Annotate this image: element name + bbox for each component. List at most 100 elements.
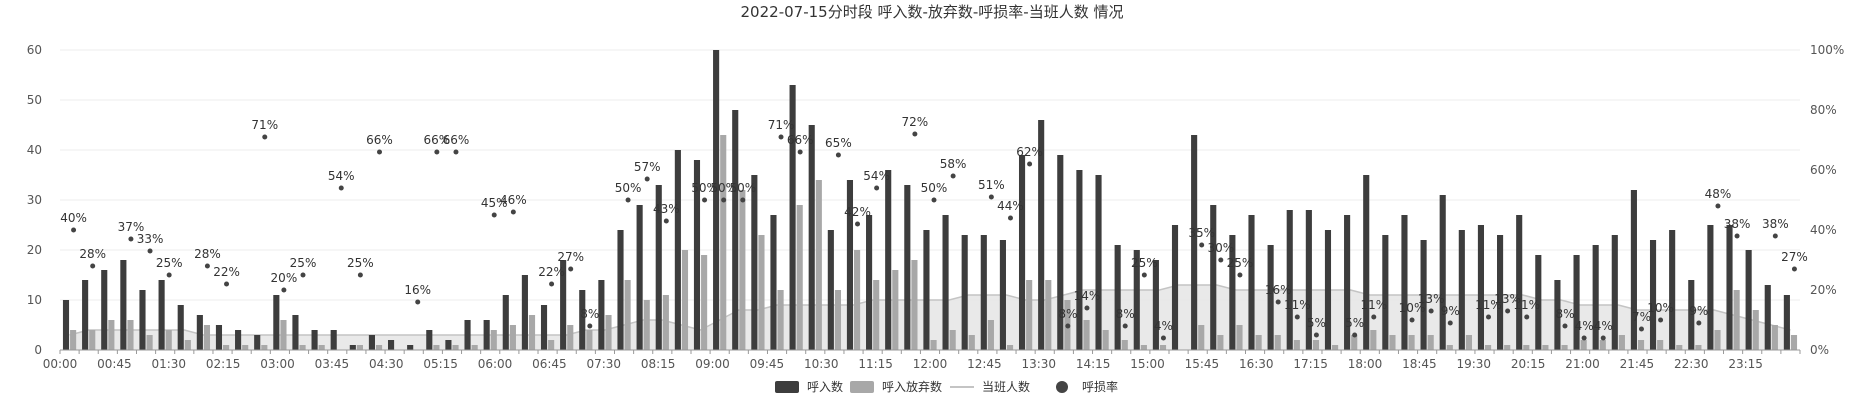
loss-rate-label: 65% <box>825 136 852 150</box>
x-tick-label: 00:00 <box>43 357 78 371</box>
loss-rate-point <box>1007 215 1013 221</box>
abandon-bar <box>758 235 765 350</box>
incoming-bar <box>904 185 911 350</box>
loss-rate-point <box>491 212 497 218</box>
loss-rate-point <box>262 134 268 140</box>
incoming-bar <box>866 215 873 350</box>
abandon-bar <box>1083 320 1090 350</box>
incoming-bar <box>942 215 949 350</box>
abandon-bar <box>203 325 211 350</box>
incoming-bar <box>1592 245 1599 350</box>
loss-rate-label: 10% <box>1647 301 1674 315</box>
on-duty-area <box>69 284 1791 350</box>
abandon-bar <box>739 190 746 350</box>
abandon-bar <box>1255 335 1262 350</box>
abandon-bar <box>1695 345 1702 350</box>
incoming-bar <box>1764 285 1771 350</box>
on-duty-area-fill <box>69 285 1791 350</box>
abandon-bar <box>1274 335 1281 350</box>
abandon-bar <box>375 345 383 350</box>
abandon-bar <box>70 330 77 350</box>
loss-rate-point <box>778 134 784 140</box>
loss-rate-point <box>1562 323 1568 329</box>
loss-rate-point <box>1734 233 1740 239</box>
incoming-bar <box>1152 260 1159 350</box>
abandon-bar <box>854 250 861 350</box>
incoming-bar <box>311 330 318 350</box>
loss-rate-label: 45% <box>481 196 508 210</box>
y2-tick-label: 0% <box>1810 343 1829 357</box>
abandon-bar <box>528 315 536 350</box>
abandon-bar <box>433 345 440 350</box>
loss-rate-label: 51% <box>978 178 1005 192</box>
loss-rate-label: 11% <box>1475 298 1502 312</box>
incoming-bar <box>560 260 567 350</box>
abandon-bar <box>1485 345 1492 350</box>
incoming-bar <box>120 260 127 350</box>
loss-rate-point <box>702 197 708 203</box>
legend-label: 当班人数 <box>982 379 1030 394</box>
loss-rate-point <box>376 149 382 155</box>
incoming-bar <box>101 270 108 350</box>
abandon-bar <box>1771 325 1778 350</box>
x-tick-label: 04:30 <box>369 357 404 371</box>
x-tick-label: 17:15 <box>1293 357 1328 371</box>
chart-title: 2022-07-15分时段 呼入数-放弃数-呼损率-当班人数 情况 <box>741 3 1124 21</box>
loss-rate-label: 25% <box>290 256 317 270</box>
loss-rate-label: 14% <box>1074 289 1101 303</box>
loss-rate-point <box>224 281 230 287</box>
abandon-bar <box>299 345 306 350</box>
abandon-bar <box>471 345 478 350</box>
loss-rate-label: 42% <box>844 205 871 219</box>
loss-rate-point <box>1524 314 1530 320</box>
loss-rate-label: 27% <box>1781 250 1808 264</box>
x-tick-label: 12:00 <box>913 357 948 371</box>
loss-rate-label: 58% <box>940 157 967 171</box>
incoming-bar <box>215 325 223 350</box>
x-tick-label: 12:45 <box>967 357 1002 371</box>
incoming-bar <box>1286 210 1293 350</box>
incoming-bar <box>62 300 70 350</box>
incoming-bar <box>1401 215 1408 350</box>
abandon-bar <box>624 280 631 350</box>
y-axis-right: 0% 20% 40% 60% 80% 100% <box>1810 43 1844 357</box>
loss-rate-point <box>1218 257 1224 263</box>
loss-rate-label: 35% <box>1188 226 1215 240</box>
incoming-bar <box>713 50 720 350</box>
incoming-bar <box>617 230 624 350</box>
incoming-bar <box>1420 240 1427 350</box>
loss-rate-point <box>1791 266 1797 272</box>
abandon-bar <box>1465 335 1473 350</box>
legend-label: 呼损率 <box>1082 379 1118 394</box>
x-tick-label: 20:15 <box>1511 357 1546 371</box>
abandon-bar <box>567 325 574 350</box>
incoming-bar <box>483 320 490 350</box>
abandon-bar <box>987 320 994 350</box>
x-tick-label: 23:15 <box>1728 357 1763 371</box>
legend-swatch <box>850 381 874 393</box>
loss-rate-point <box>835 152 841 158</box>
loss-rate-point <box>453 149 459 155</box>
loss-rate-point <box>1696 320 1702 326</box>
abandon-bar <box>701 255 708 350</box>
x-axis: 00:00 00:45 01:30 02:15 03:00 03:45 04:30 05:15… <box>43 349 1801 371</box>
loss-rate-label: 10% <box>1399 301 1426 315</box>
incoming-bar <box>1669 230 1676 350</box>
abandon-bar <box>796 205 803 350</box>
x-tick-label: 08:15 <box>641 357 676 371</box>
incoming-bar <box>1458 230 1465 350</box>
incoming-bar <box>1516 215 1523 350</box>
loss-rate-point <box>1715 203 1721 209</box>
abandon-bar <box>834 290 842 350</box>
loss-rate-point <box>147 248 153 254</box>
incoming-bar <box>540 305 548 350</box>
incoming-bar <box>980 235 987 350</box>
bars <box>62 50 1798 350</box>
abandon-bar <box>127 320 134 350</box>
abandon-bar <box>815 180 822 350</box>
abandon-bar <box>108 320 115 350</box>
loss-rate-point <box>1638 326 1644 332</box>
abandon-bar <box>1637 340 1645 350</box>
legend-label: 呼入放弃数 <box>882 379 942 394</box>
abandon-bar <box>490 330 497 350</box>
